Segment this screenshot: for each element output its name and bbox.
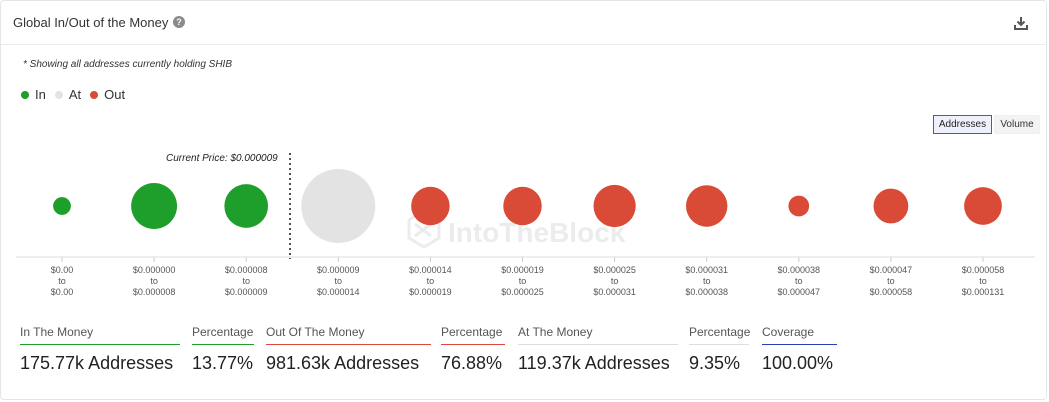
x-tick-label-3-0: $0.000009 — [317, 265, 360, 275]
legend-label-in: In — [35, 87, 46, 102]
stat-2: Out Of The Money 981.63k Addresses — [266, 325, 431, 374]
x-tick-label-3-1: to — [335, 276, 343, 286]
download-icon[interactable] — [1013, 15, 1029, 31]
x-tick-label-6-1: to — [611, 276, 619, 286]
stat-label-1: Percentage — [192, 325, 254, 345]
x-tick-label-1-2: $0.000008 — [133, 287, 176, 297]
x-tick-label-1-1: to — [150, 276, 158, 286]
stat-value-4: 119.37k Addresses — [518, 353, 670, 373]
bubble-out-10[interactable] — [964, 187, 1002, 225]
bubble-in-1[interactable] — [131, 183, 178, 229]
x-tick-label-9-1: to — [887, 276, 895, 286]
stat-label-3: Percentage — [441, 325, 505, 345]
x-tick-label-10-2: $0.000131 — [962, 287, 1005, 297]
x-tick-label-10-1: to — [979, 276, 987, 286]
x-tick-label-2-0: $0.000008 — [225, 265, 268, 275]
intotheblock-watermark: IntoTheBlock — [407, 209, 626, 249]
stat-label-4: At The Money — [518, 325, 678, 345]
x-tick-label-2-2: $0.000009 — [225, 287, 268, 297]
legend: In At Out — [21, 87, 134, 102]
legend-label-at: At — [68, 87, 82, 102]
legend-item-in[interactable]: In — [21, 87, 46, 102]
stat-label-6: Coverage — [762, 325, 837, 345]
watermark-text: IntoTheBlock — [448, 217, 626, 248]
x-tick-label-7-0: $0.000031 — [685, 265, 728, 275]
stat-value-2: 981.63k Addresses — [266, 353, 420, 373]
legend-dot-out — [90, 90, 99, 99]
x-tick-label-6-2: $0.000031 — [593, 287, 636, 297]
x-tick-label-0-2: $0.00 — [51, 287, 74, 297]
bubble-out-6[interactable] — [593, 184, 636, 228]
stat-4: At The Money 119.37k Addresses — [518, 325, 678, 374]
bubble-in-0[interactable] — [53, 197, 71, 215]
x-tick-label-10-0: $0.000058 — [962, 265, 1005, 275]
stat-1: Percentage 13.77% — [192, 325, 254, 374]
stat-label-0: In The Money — [20, 325, 180, 345]
question-icon[interactable]: ? — [173, 16, 185, 28]
current-price-label: Current Price: $0.000009 — [166, 153, 278, 164]
x-tick-label-4-2: $0.000019 — [409, 287, 452, 297]
x-tick-label-7-1: to — [703, 276, 711, 286]
x-tick-label-9-2: $0.000058 — [870, 287, 913, 297]
bubble-out-8[interactable] — [788, 195, 810, 217]
stat-value-1: 13.77% — [192, 353, 254, 373]
stat-value-5: 9.35% — [689, 353, 741, 373]
x-tick-label-3-2: $0.000014 — [317, 287, 360, 297]
x-tick-label-7-2: $0.000038 — [685, 287, 728, 297]
x-tick-label-6-0: $0.000025 — [593, 265, 636, 275]
iotm-bubble-chart: IntoTheBlock $0.00to$0.00$0.000000to$0.0… — [16, 153, 1035, 297]
x-tick-label-9-0: $0.000047 — [870, 265, 913, 275]
bubble-out-9[interactable] — [873, 188, 909, 224]
x-tick-label-5-1: to — [519, 276, 527, 286]
x-tick-label-4-0: $0.000014 — [409, 265, 452, 275]
x-tick-label-0-0: $0.00 — [51, 265, 74, 275]
volume-toggle[interactable]: Volume — [994, 115, 1040, 134]
stat-value-6: 100.00% — [762, 353, 834, 373]
legend-item-out[interactable]: Out — [90, 87, 125, 102]
bubble-at-3[interactable] — [301, 169, 376, 243]
stat-value-3: 76.88% — [441, 353, 503, 373]
stat-0: In The Money 175.77k Addresses — [20, 325, 180, 374]
x-tick-label-1-0: $0.000000 — [133, 265, 176, 275]
x-tick-label-0-1: to — [58, 276, 66, 286]
bubble-out-4[interactable] — [411, 186, 450, 226]
addresses-toggle[interactable]: Addresses — [933, 115, 992, 134]
stat-5: Percentage 9.35% — [689, 325, 750, 374]
card-title: Global In/Out of the Money — [13, 15, 169, 30]
legend-dot-at — [54, 90, 63, 99]
stat-value-0: 175.77k Addresses — [20, 353, 174, 373]
legend-dot-in — [21, 90, 29, 99]
stat-3: Percentage 76.88% — [441, 325, 505, 374]
card-header: Global In/Out of the Money ? — [1, 1, 1046, 45]
bubble-out-7[interactable] — [685, 185, 728, 227]
x-tick-label-8-2: $0.000047 — [778, 287, 821, 297]
legend-label-out: Out — [104, 87, 126, 102]
x-tick-label-8-0: $0.000038 — [778, 265, 821, 275]
stat-label-2: Out Of The Money — [266, 325, 431, 345]
stat-6: Coverage 100.00% — [762, 325, 837, 374]
x-tick-label-5-2: $0.000025 — [501, 287, 544, 297]
x-tick-label-4-1: to — [427, 276, 435, 286]
x-tick-label-2-1: to — [242, 276, 250, 286]
x-tick-label-5-0: $0.000019 — [501, 265, 544, 275]
bubble-out-5[interactable] — [503, 186, 542, 226]
legend-item-at[interactable]: At — [54, 87, 82, 102]
stat-label-5: Percentage — [689, 325, 750, 345]
bubble-in-2[interactable] — [224, 184, 269, 228]
x-tick-label-8-1: to — [795, 276, 803, 286]
holders-note: * Showing all addresses currently holdin… — [23, 59, 232, 70]
